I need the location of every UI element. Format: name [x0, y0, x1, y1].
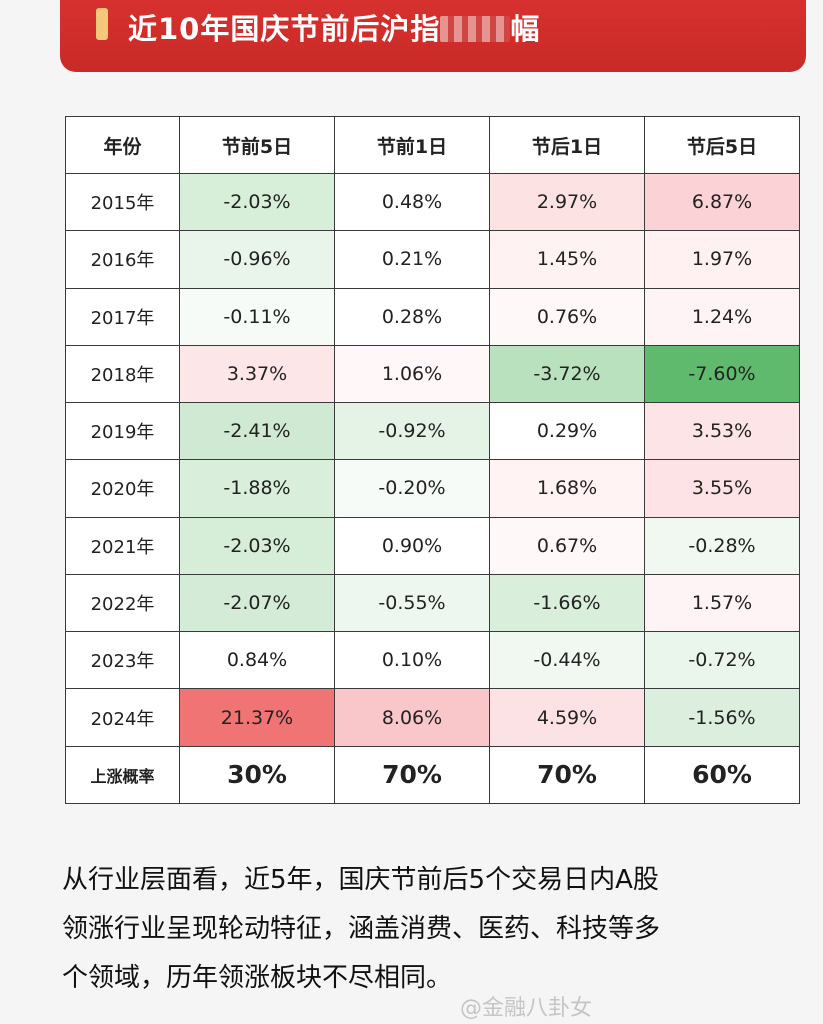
- value-cell: -0.20%: [334, 459, 490, 518]
- probability-cell: 70%: [334, 745, 490, 805]
- table-header-row: 年份 节前5日 节前1日 节后1日 节后5日: [65, 116, 800, 174]
- value-cell: 6.87%: [644, 172, 800, 232]
- value-cell: -1.66%: [489, 573, 645, 633]
- header-post1: 节后1日: [489, 116, 645, 174]
- table-row: 2015年 -2.03% 0.48% 2.97% 6.87%: [65, 172, 800, 232]
- table-row: 2016年 -0.96% 0.21% 1.45% 1.97%: [65, 230, 800, 289]
- table-body: 2015年 -2.03% 0.48% 2.97% 6.87% 2016年 -0.96% 0.2…: [65, 172, 800, 805]
- probability-label: 上涨概率: [65, 745, 180, 805]
- year-cell: 2016年: [65, 230, 180, 289]
- returns-table-container: 年份 节前5日 节前1日 节后1日 节后5日 2015年 -2.03% 0.48% 2…: [65, 116, 800, 805]
- value-cell: -2.03%: [179, 172, 335, 232]
- year-cell: 2015年: [65, 172, 180, 232]
- year-cell: 2021年: [65, 516, 180, 575]
- value-cell: -1.88%: [179, 459, 335, 518]
- table-row: 2020年 -1.88% -0.20% 1.68% 3.55%: [65, 459, 800, 518]
- probability-cell: 30%: [179, 745, 335, 805]
- table-row: 2021年 -2.03% 0.90% 0.67% -0.28%: [65, 516, 800, 575]
- value-cell: -0.72%: [644, 631, 800, 690]
- table-row: 2023年 0.84% 0.10% -0.44% -0.72%: [65, 631, 800, 690]
- watermark: @金融八卦女: [460, 996, 593, 1021]
- value-cell: 1.68%: [489, 459, 645, 518]
- value-cell: 0.84%: [179, 631, 335, 690]
- banner-title-text: 近10年国庆节前后沪指: [128, 12, 441, 46]
- value-cell: 3.37%: [179, 344, 335, 404]
- banner-title: 近10年国庆节前后沪指 幅: [128, 6, 540, 48]
- header-pre1: 节前1日: [334, 116, 490, 174]
- table-row: 2022年 -2.07% -0.55% -1.66% 1.57%: [65, 573, 800, 633]
- probability-cell: 70%: [489, 745, 645, 805]
- value-cell: 3.53%: [644, 402, 800, 461]
- year-cell: 2020年: [65, 459, 180, 518]
- paragraph-line: 个领域，历年领涨板块不尽相同。: [62, 963, 453, 993]
- table-row: 2018年 3.37% 1.06% -3.72% -7.60%: [65, 344, 800, 404]
- value-cell: -0.11%: [179, 287, 335, 346]
- value-cell: 1.06%: [334, 344, 490, 404]
- value-cell: 1.45%: [489, 230, 645, 289]
- value-cell: 21.37%: [179, 688, 335, 747]
- value-cell: 8.06%: [334, 688, 490, 747]
- value-cell: 1.97%: [644, 230, 800, 289]
- value-cell: -3.72%: [489, 344, 645, 404]
- probability-cell: 60%: [644, 745, 800, 805]
- value-cell: -0.92%: [334, 402, 490, 461]
- value-cell: -2.07%: [179, 573, 335, 633]
- title-banner: 近10年国庆节前后沪指 幅: [60, 0, 806, 72]
- value-cell: -0.28%: [644, 516, 800, 575]
- year-cell: 2022年: [65, 573, 180, 633]
- value-cell: 2.97%: [489, 172, 645, 232]
- year-cell: 2024年: [65, 688, 180, 747]
- banner-accent-bar: [96, 8, 108, 40]
- returns-table: 年份 节前5日 节前1日 节后1日 节后5日 2015年 -2.03% 0.48% 2…: [65, 116, 800, 805]
- value-cell: 0.67%: [489, 516, 645, 575]
- table-row: 2019年 -2.41% -0.92% 0.29% 3.53%: [65, 402, 800, 461]
- value-cell: 0.29%: [489, 402, 645, 461]
- header-pre5: 节前5日: [179, 116, 335, 174]
- value-cell: -2.41%: [179, 402, 335, 461]
- value-cell: 0.28%: [334, 287, 490, 346]
- value-cell: -0.44%: [489, 631, 645, 690]
- value-cell: 1.57%: [644, 573, 800, 633]
- value-cell: -0.96%: [179, 230, 335, 289]
- paragraph-line: 领涨行业呈现轮动特征，涵盖消费、医药、科技等多: [62, 914, 661, 944]
- banner-title-end: 幅: [510, 12, 541, 46]
- value-cell: 0.76%: [489, 287, 645, 346]
- value-cell: 0.90%: [334, 516, 490, 575]
- year-cell: 2023年: [65, 631, 180, 690]
- header-post5: 节后5日: [644, 116, 800, 174]
- value-cell: 0.48%: [334, 172, 490, 232]
- value-cell: -2.03%: [179, 516, 335, 575]
- table-row: 2017年 -0.11% 0.28% 0.76% 1.24%: [65, 287, 800, 346]
- year-cell: 2019年: [65, 402, 180, 461]
- value-cell: 0.21%: [334, 230, 490, 289]
- value-cell: 3.55%: [644, 459, 800, 518]
- paragraph-line: 从行业层面看，近5年，国庆节前后5个交易日内A股: [62, 865, 659, 895]
- header-year: 年份: [65, 116, 180, 174]
- value-cell: 4.59%: [489, 688, 645, 747]
- table-row: 2024年 21.37% 8.06% 4.59% -1.56%: [65, 688, 800, 747]
- value-cell: 1.24%: [644, 287, 800, 346]
- probability-row: 上涨概率 30% 70% 70% 60%: [65, 745, 800, 805]
- value-cell: 0.10%: [334, 631, 490, 690]
- value-cell: -0.55%: [334, 573, 490, 633]
- year-cell: 2018年: [65, 344, 180, 404]
- commentary-paragraph: 从行业层面看，近5年，国庆节前后5个交易日内A股 领涨行业呈现轮动特征，涵盖消费…: [62, 856, 822, 1003]
- mosaic-blur: [440, 16, 511, 42]
- value-cell: -7.60%: [644, 344, 800, 404]
- value-cell: -1.56%: [644, 688, 800, 747]
- year-cell: 2017年: [65, 287, 180, 346]
